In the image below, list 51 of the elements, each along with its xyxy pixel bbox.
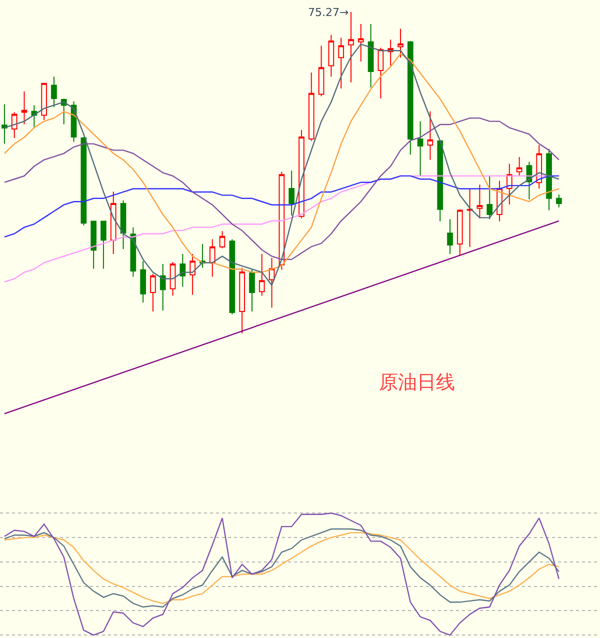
candlestick <box>447 218 453 254</box>
candlestick <box>229 238 236 315</box>
candlestick <box>407 40 414 156</box>
candlestick <box>476 184 483 219</box>
candlestick <box>318 45 324 97</box>
candlestick <box>249 269 255 312</box>
candlestick <box>288 170 295 216</box>
candlestick <box>308 72 314 142</box>
candlestick <box>31 104 38 128</box>
candlestick <box>437 140 444 222</box>
candlestick <box>160 263 166 312</box>
candlestick <box>21 90 28 125</box>
candlestick <box>556 194 562 208</box>
candlestick <box>328 34 334 78</box>
candlestick <box>219 230 226 249</box>
candlestick <box>140 260 146 304</box>
candlestick <box>368 23 374 88</box>
text: 原油日线 <box>379 372 455 394</box>
candlestick <box>239 267 245 334</box>
candlestick <box>120 200 126 250</box>
candlestick <box>516 156 522 176</box>
candlestick <box>51 76 57 108</box>
candlestick <box>190 254 196 296</box>
candlestick <box>427 110 434 160</box>
candlestick <box>338 37 344 90</box>
candlestick <box>536 144 542 189</box>
candlestick <box>398 28 404 58</box>
annotation: 75.27→ <box>308 6 349 19</box>
candlestick <box>80 136 87 226</box>
candlestick <box>209 238 216 278</box>
candlestick <box>170 262 176 296</box>
candlestick <box>298 129 304 219</box>
candlestick <box>100 220 106 270</box>
candlestick <box>378 47 384 99</box>
candlestick <box>130 226 136 278</box>
candlestick <box>268 257 275 308</box>
candlestick <box>358 23 364 62</box>
candlestick <box>90 220 96 270</box>
candlestick <box>417 120 424 176</box>
candlestick <box>258 254 265 296</box>
candlestick <box>41 82 47 121</box>
candlestick <box>150 273 156 312</box>
candlestick <box>110 191 116 254</box>
candlestick <box>2 104 8 144</box>
candlestick <box>180 254 186 288</box>
candlestick <box>546 148 552 211</box>
candlestick <box>348 12 354 83</box>
candlestick <box>486 176 493 220</box>
candlestick <box>466 188 473 248</box>
candlestick <box>456 208 463 256</box>
candlestick <box>11 112 18 138</box>
